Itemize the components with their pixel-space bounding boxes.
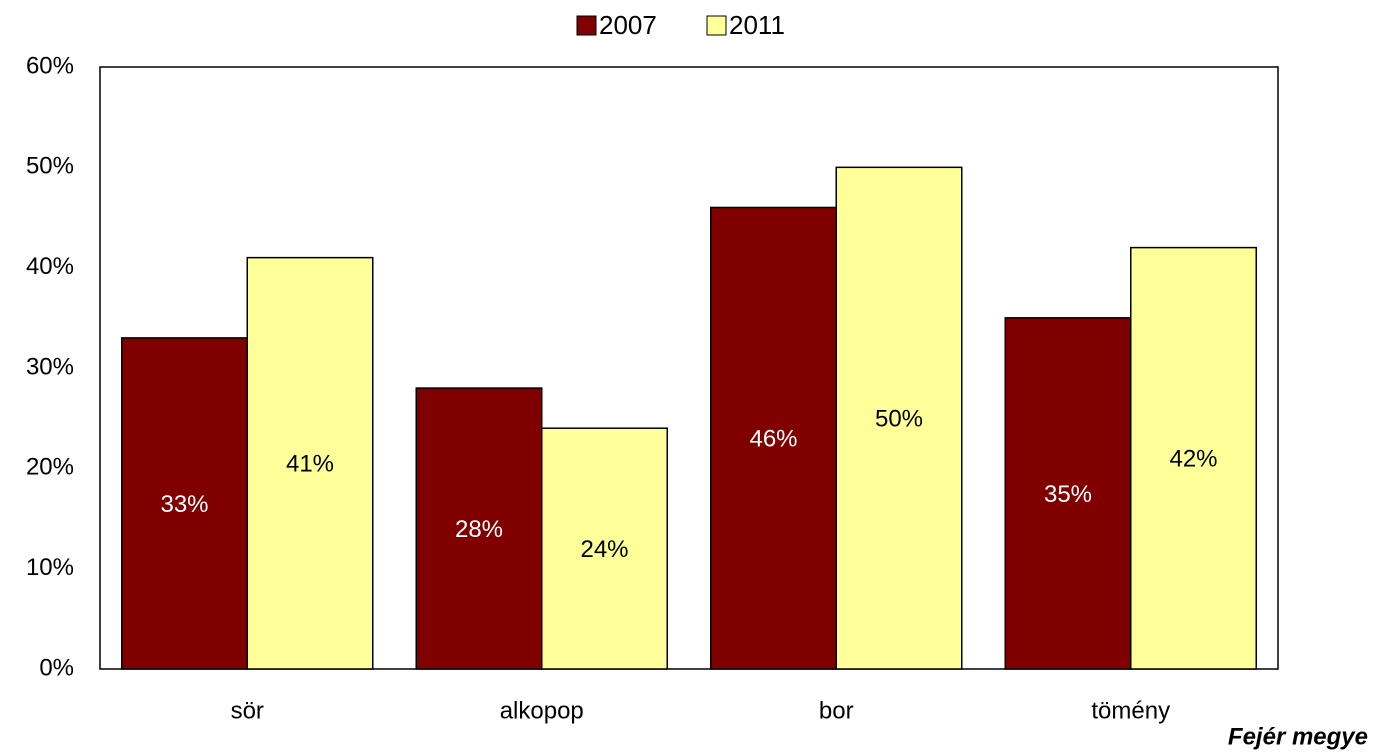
y-tick-label: 0% bbox=[39, 654, 74, 681]
bar bbox=[246, 256, 374, 670]
y-tick-label: 30% bbox=[26, 353, 74, 380]
bar bbox=[1130, 246, 1257, 670]
value-label: 28% bbox=[455, 516, 503, 543]
bar bbox=[415, 387, 543, 670]
y-tick-label: 10% bbox=[26, 554, 74, 581]
bar bbox=[835, 166, 963, 670]
legend-label: 2011 bbox=[729, 10, 785, 40]
annotation: Fejér megye bbox=[1228, 723, 1368, 750]
value-label: 42% bbox=[1169, 446, 1217, 473]
y-tick-label: 60% bbox=[26, 52, 74, 79]
value-label: 24% bbox=[580, 536, 628, 563]
x-tick-label: bor bbox=[819, 697, 854, 724]
y-tick-label: 20% bbox=[26, 454, 74, 481]
value-label: 41% bbox=[286, 451, 334, 478]
x-tick-label: alkopop bbox=[500, 697, 584, 724]
bar bbox=[710, 206, 837, 670]
x-tick-label: tömény bbox=[1091, 697, 1170, 724]
value-label: 35% bbox=[1044, 481, 1092, 508]
value-label: 33% bbox=[160, 491, 208, 518]
legend-swatch bbox=[706, 15, 727, 36]
y-tick-label: 50% bbox=[26, 153, 74, 180]
legend-swatch bbox=[576, 15, 597, 36]
bar bbox=[121, 337, 248, 670]
bar bbox=[541, 427, 668, 670]
x-tick-label: sör bbox=[231, 697, 264, 724]
legend-label: 2007 bbox=[599, 10, 657, 40]
value-label: 46% bbox=[749, 426, 797, 453]
y-tick-label: 40% bbox=[26, 253, 74, 280]
value-label: 50% bbox=[875, 406, 923, 433]
